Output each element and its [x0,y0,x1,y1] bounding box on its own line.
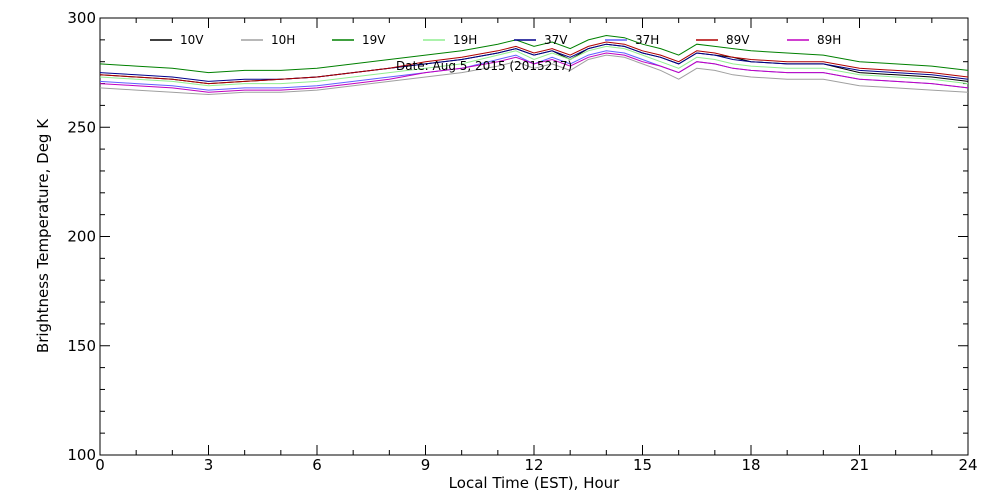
axis-tick-labels: 0 3 6 9 12 15 18 21 24 100 150 200 250 300 [67,9,977,474]
series-line-89h [99,52,969,93]
legend: 10V 10H 19V 19H 37V 37H 89V 89H [150,33,841,47]
legend-label-89v: 89V [726,33,750,47]
axis-ticks [99,17,969,456]
x-axis-title: Local Time (EST), Hour [449,474,620,492]
legend-label-10h: 10H [271,33,295,47]
legend-label-37v: 37V [544,33,568,47]
legend-label-10v: 10V [180,33,204,47]
x-tick-label: 12 [524,456,543,474]
y-tick-label: 250 [67,118,96,136]
y-tick-label: 150 [67,337,96,355]
x-tick-label: 9 [421,456,431,474]
legend-label-89h: 89H [817,33,841,47]
x-tick-label: 15 [633,456,652,474]
legend-label-37h: 37H [635,33,659,47]
series-line-10h [99,54,969,96]
y-axis-title: Brightness Temperature, Deg K [34,118,52,353]
x-tick-label: 24 [958,456,977,474]
plot-frame [99,17,969,456]
y-tick-label: 300 [67,9,96,27]
y-tick-label: 100 [67,446,96,464]
x-tick-label: 0 [95,456,105,474]
legend-label-19v: 19V [362,33,386,47]
legend-label-19h: 19H [453,33,477,47]
series-line-89v [99,41,969,85]
date-annotation: Date: Aug 5, 2015 (2015217) [396,59,572,73]
series-line-19h [99,45,969,87]
x-tick-label: 18 [741,456,760,474]
x-tick-label: 6 [312,456,322,474]
series-lines [99,34,969,96]
x-tick-label: 21 [850,456,869,474]
series-line-19v [99,34,969,74]
y-tick-label: 200 [67,228,96,246]
x-tick-label: 3 [204,456,214,474]
